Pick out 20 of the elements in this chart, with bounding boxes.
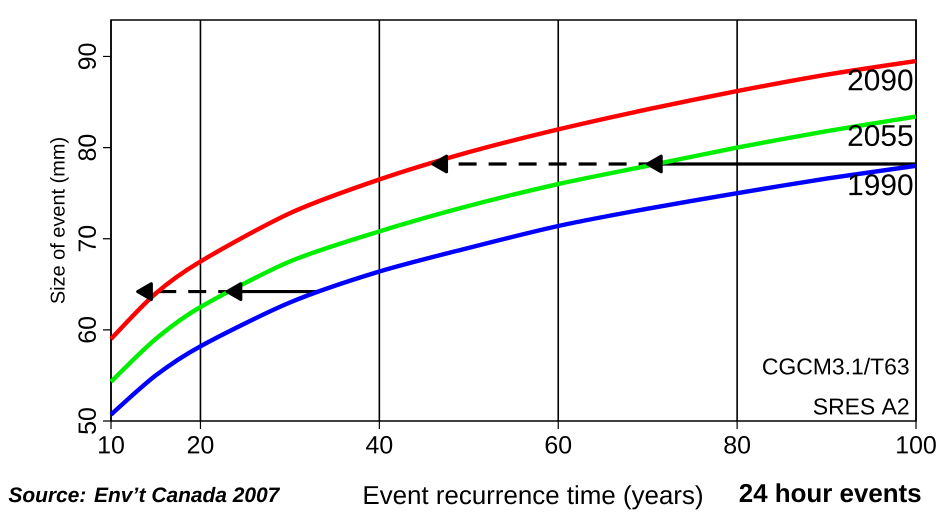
series-label: 1990: [849, 174, 912, 196]
x-tick-label: 80: [724, 436, 750, 454]
x-tick-label: 20: [188, 436, 214, 454]
y-axis-title: Size of event (mm): [50, 138, 69, 304]
x-tick-label: 40: [366, 436, 392, 454]
series-label: 2055: [848, 125, 912, 146]
y-tick-label: 90: [78, 44, 96, 70]
annotation: SRES A2: [814, 398, 908, 415]
source-note: Source: Env’t Canada 2007: [8, 486, 280, 502]
x-tick-label: 100: [897, 436, 936, 454]
x-tick-label: 60: [546, 436, 572, 454]
annotation: CGCM3.1/T63: [763, 358, 909, 375]
series-label: 2090: [848, 69, 912, 91]
text: 24 hour events: [740, 483, 921, 502]
y-tick-label: 60: [78, 316, 96, 342]
y-tick-label: 50: [78, 408, 96, 434]
x-tick-label: 10: [99, 436, 124, 454]
y-tick-label: 70: [78, 226, 96, 252]
y-tick-label: 80: [78, 134, 96, 160]
x-axis-title: Event recurrence time (years): [364, 485, 702, 510]
